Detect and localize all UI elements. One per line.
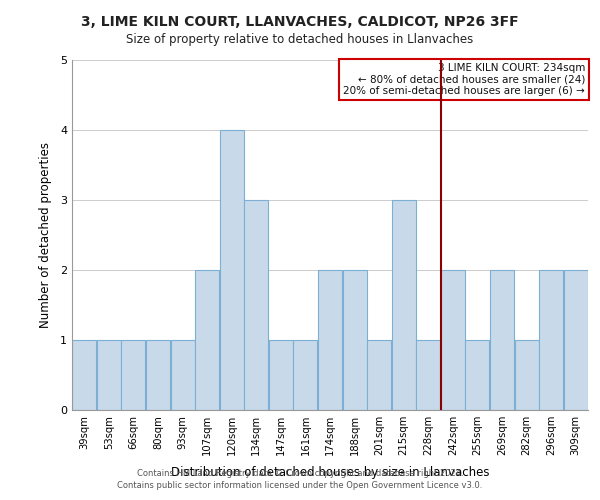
Bar	[515, 340, 539, 410]
Text: Contains HM Land Registry data © Crown copyright and database right 2024.
Contai: Contains HM Land Registry data © Crown c…	[118, 468, 482, 490]
Text: Size of property relative to detached houses in Llanvaches: Size of property relative to detached ho…	[127, 32, 473, 46]
Bar	[97, 340, 121, 410]
Bar	[318, 270, 342, 410]
Bar	[293, 340, 317, 410]
Bar	[416, 340, 440, 410]
Bar	[563, 270, 588, 410]
Y-axis label: Number of detached properties: Number of detached properties	[38, 142, 52, 328]
X-axis label: Distribution of detached houses by size in Llanvaches: Distribution of detached houses by size …	[171, 466, 489, 479]
Bar	[343, 270, 367, 410]
Bar	[539, 270, 563, 410]
Bar	[220, 130, 244, 410]
Bar	[441, 270, 465, 410]
Bar	[367, 340, 391, 410]
Bar	[121, 340, 145, 410]
Bar	[146, 340, 170, 410]
Bar	[490, 270, 514, 410]
Bar	[466, 340, 490, 410]
Bar	[244, 200, 268, 410]
Bar	[195, 270, 219, 410]
Bar	[269, 340, 293, 410]
Bar	[392, 200, 416, 410]
Text: 3, LIME KILN COURT, LLANVACHES, CALDICOT, NP26 3FF: 3, LIME KILN COURT, LLANVACHES, CALDICOT…	[81, 15, 519, 29]
Bar	[72, 340, 97, 410]
Text: 3 LIME KILN COURT: 234sqm
← 80% of detached houses are smaller (24)
20% of semi-: 3 LIME KILN COURT: 234sqm ← 80% of detac…	[343, 63, 585, 96]
Bar	[170, 340, 194, 410]
